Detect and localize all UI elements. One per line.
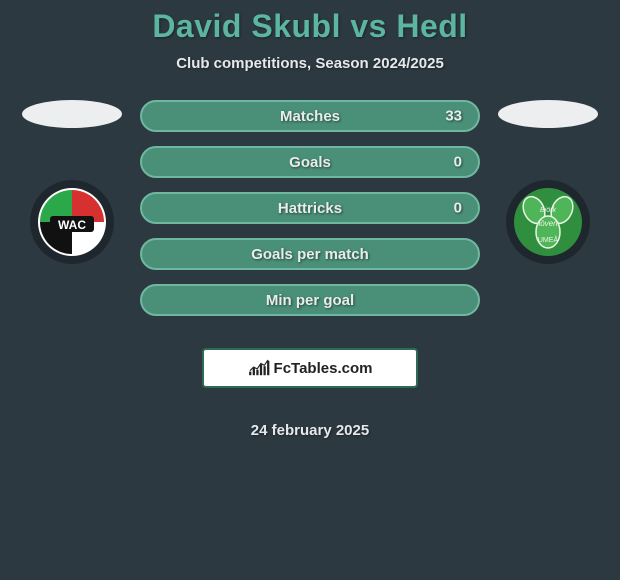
subtitle: Club competitions, Season 2024/2025 bbox=[0, 55, 620, 72]
stat-row-matches: Matches 33 bbox=[140, 100, 480, 132]
stat-value: 33 bbox=[445, 108, 462, 125]
stat-label: Min per goal bbox=[266, 292, 354, 309]
right-player-col: Björk löven UMEÅ bbox=[498, 100, 598, 264]
svg-text:löven: löven bbox=[538, 219, 558, 228]
wac-logo-icon: WAC bbox=[36, 186, 108, 258]
stat-label: Goals bbox=[289, 154, 331, 171]
fctables-logo-box[interactable]: FcTables.com bbox=[202, 348, 418, 388]
stat-label: Hattricks bbox=[278, 200, 342, 217]
right-player-oval bbox=[498, 100, 598, 128]
bar-chart-icon bbox=[248, 359, 270, 377]
stat-label: Goals per match bbox=[251, 246, 369, 263]
stat-row-goals-per-match: Goals per match bbox=[140, 238, 480, 270]
left-player-col: WAC bbox=[22, 100, 122, 264]
stats-column: Matches 33 Goals 0 Hattricks 0 Goals per… bbox=[140, 100, 480, 439]
fctables-logo-text: FcTables.com bbox=[274, 360, 373, 377]
main-row: WAC Matches 33 Goals 0 Hattricks 0 Goals… bbox=[0, 100, 620, 439]
svg-text:UMEÅ: UMEÅ bbox=[538, 235, 559, 244]
svg-text:WAC: WAC bbox=[58, 218, 86, 232]
left-club-badge: WAC bbox=[30, 180, 114, 264]
stat-row-hattricks: Hattricks 0 bbox=[140, 192, 480, 224]
stat-value: 0 bbox=[454, 154, 462, 171]
stat-value: 0 bbox=[454, 200, 462, 217]
date-text: 24 february 2025 bbox=[140, 422, 480, 439]
left-player-oval bbox=[22, 100, 122, 128]
bjorkloven-logo-icon: Björk löven UMEÅ bbox=[512, 186, 584, 258]
stat-label: Matches bbox=[280, 108, 340, 125]
comparison-card: David Skubl vs Hedl Club competitions, S… bbox=[0, 0, 620, 439]
right-club-badge: Björk löven UMEÅ bbox=[506, 180, 590, 264]
svg-text:Björk: Björk bbox=[540, 207, 556, 214]
stat-row-goals: Goals 0 bbox=[140, 146, 480, 178]
page-title: David Skubl vs Hedl bbox=[0, 8, 620, 45]
stat-row-min-per-goal: Min per goal bbox=[140, 284, 480, 316]
